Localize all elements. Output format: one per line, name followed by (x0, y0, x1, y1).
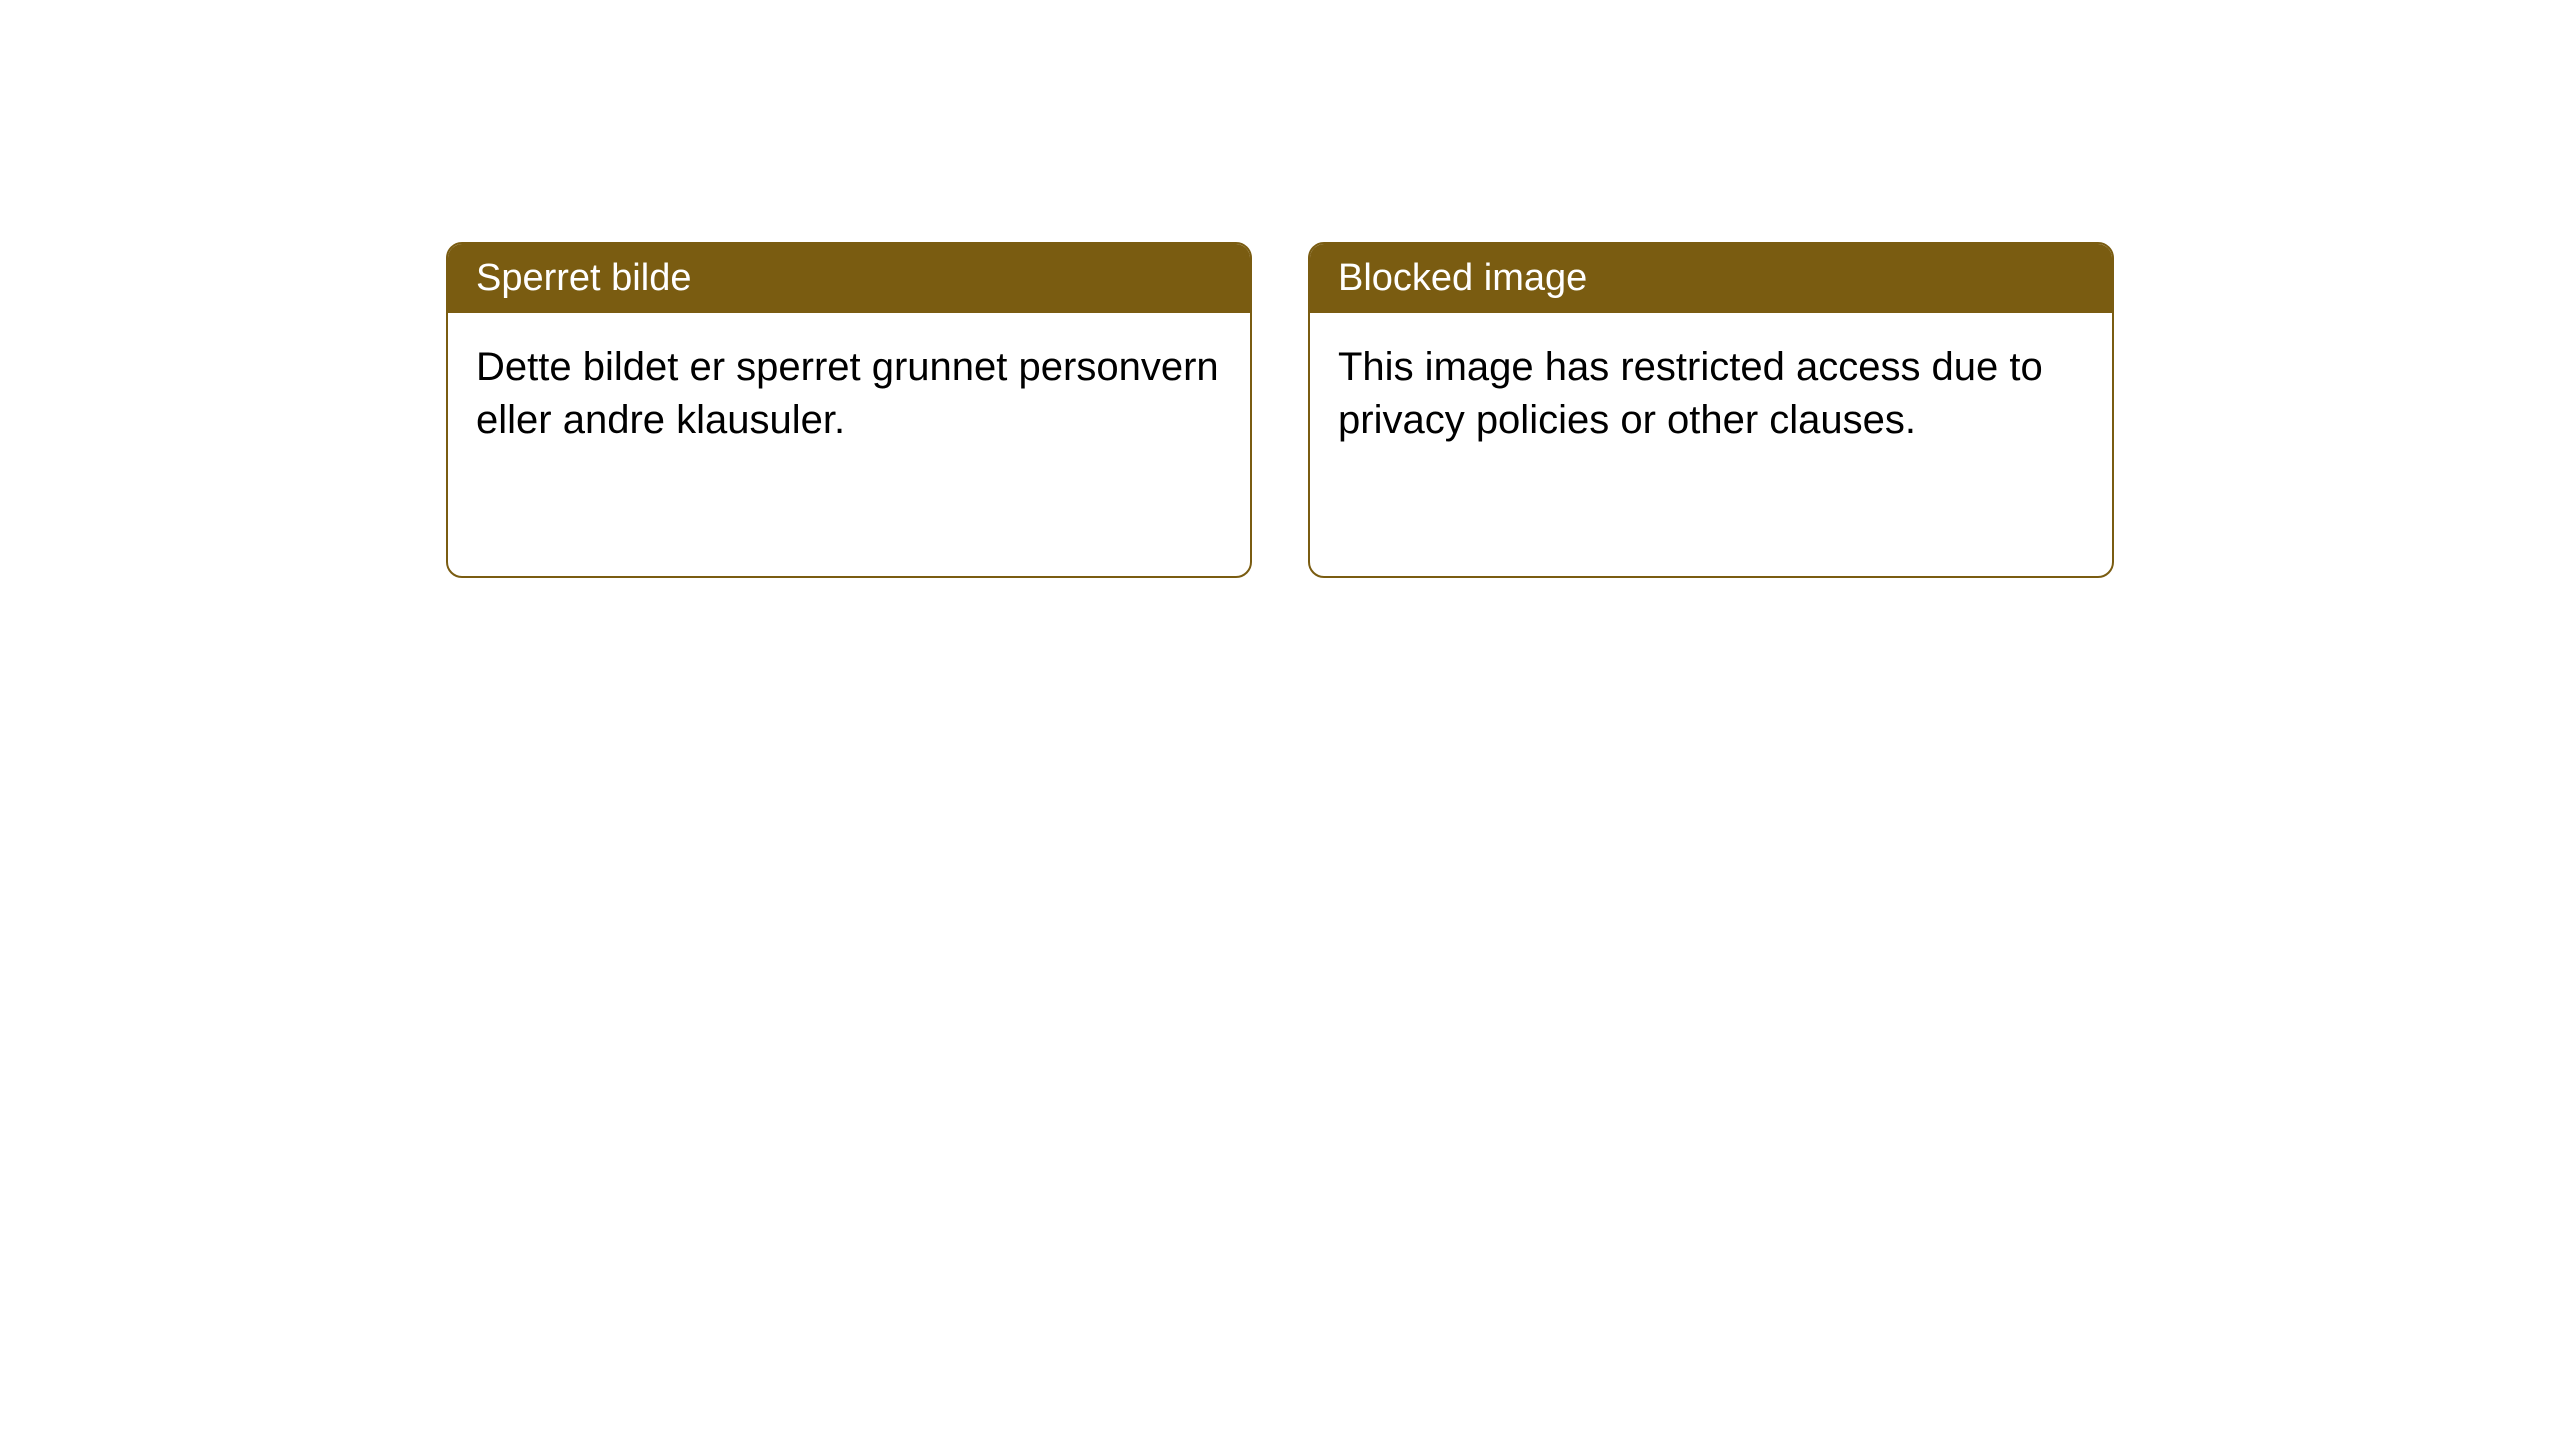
notice-body: This image has restricted access due to … (1310, 313, 2112, 475)
notice-box-norwegian: Sperret bilde Dette bildet er sperret gr… (446, 242, 1252, 578)
notice-text: This image has restricted access due to … (1338, 345, 2043, 442)
notice-title: Sperret bilde (476, 257, 691, 299)
notice-container: Sperret bilde Dette bildet er sperret gr… (0, 0, 2560, 578)
notice-text: Dette bildet er sperret grunnet personve… (476, 345, 1219, 442)
notice-title: Blocked image (1338, 257, 1587, 299)
notice-header: Blocked image (1310, 244, 2112, 313)
notice-body: Dette bildet er sperret grunnet personve… (448, 313, 1250, 475)
notice-box-english: Blocked image This image has restricted … (1308, 242, 2114, 578)
notice-header: Sperret bilde (448, 244, 1250, 313)
